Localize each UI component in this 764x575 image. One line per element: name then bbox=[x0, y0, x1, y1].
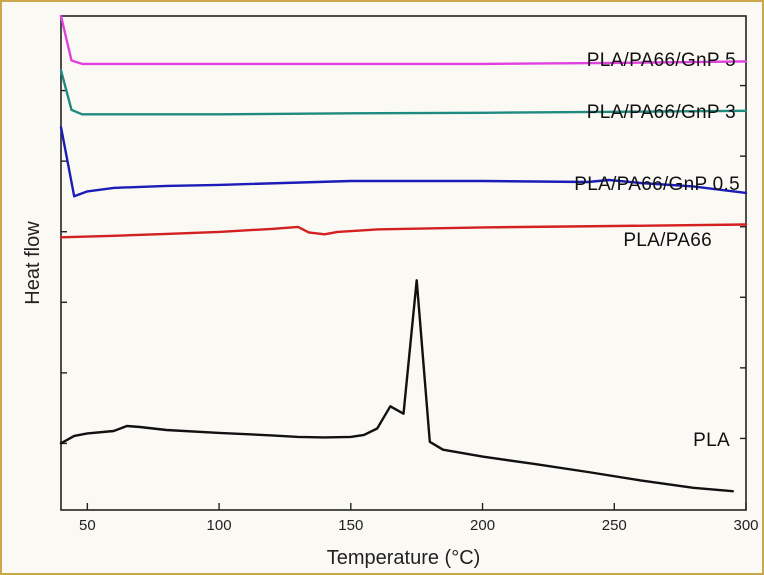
x-tick-label-250: 250 bbox=[602, 517, 627, 534]
series-line-1 bbox=[59, 69, 748, 116]
series-label-3: PLA/PA66 bbox=[623, 230, 712, 251]
series-line-0 bbox=[59, 14, 748, 66]
series-label-1: PLA/PA66/GnP 3 bbox=[587, 102, 736, 123]
series-line-3 bbox=[59, 223, 748, 239]
series-line-2 bbox=[59, 125, 748, 198]
series-lines bbox=[59, 14, 748, 493]
series-line-4 bbox=[59, 279, 734, 493]
series-label-0: PLA/PA66/GnP 5 bbox=[587, 50, 736, 71]
x-axis-title: Temperature (°C) bbox=[327, 547, 481, 569]
series-label-2: PLA/PA66/GnP 0.5 bbox=[574, 174, 740, 195]
x-tick-label-300: 300 bbox=[733, 517, 758, 534]
x-tick-label-150: 150 bbox=[338, 517, 363, 534]
x-tick-label-200: 200 bbox=[470, 517, 495, 534]
x-tick-label-50: 50 bbox=[79, 517, 96, 534]
x-axis-ticks: 50 100 150 200 250 300 bbox=[79, 503, 759, 534]
series-label-4: PLA bbox=[693, 430, 730, 451]
x-tick-label-100: 100 bbox=[207, 517, 232, 534]
y-axis-ticks bbox=[61, 84, 746, 445]
series-labels: PLA/PA66/GnP 5 PLA/PA66/GnP 3 PLA/PA66/GnP… bbox=[574, 50, 740, 451]
plot-area bbox=[60, 15, 747, 511]
y-axis-title: Heat flow bbox=[22, 221, 44, 305]
